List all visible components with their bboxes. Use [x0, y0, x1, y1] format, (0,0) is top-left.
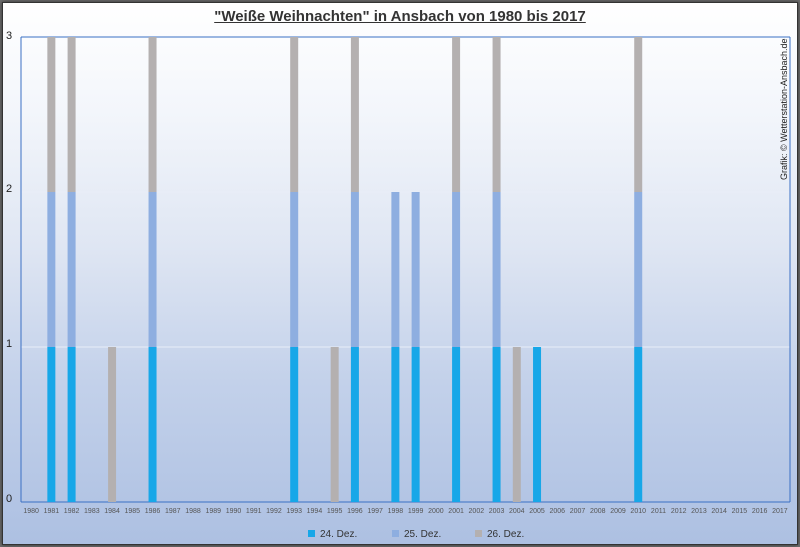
bar-1998-series-1 — [391, 347, 400, 502]
bar-2010-series-1 — [634, 347, 643, 502]
bar-2004-series-3 — [512, 347, 521, 502]
x-tick-label-2014: 2014 — [711, 508, 727, 515]
bar-2001-series-1 — [452, 347, 461, 502]
bar-1996-series-1 — [350, 347, 359, 502]
x-tick-label-1983: 1983 — [84, 508, 100, 515]
bar-1999-series-2 — [411, 192, 420, 347]
chart-title: "Weiße Weihnachten" in Ansbach von 1980 … — [0, 8, 800, 25]
bar-2003-series-3 — [492, 37, 501, 192]
bars — [47, 37, 643, 502]
bar-1996-series-3 — [350, 37, 359, 192]
x-tick-label-1982: 1982 — [64, 508, 80, 515]
bar-1982-series-3 — [67, 37, 76, 192]
x-tick-label-2006: 2006 — [549, 508, 565, 515]
x-tick-label-1989: 1989 — [205, 508, 221, 515]
x-tick-label-2015: 2015 — [732, 508, 748, 515]
bar-1986-series-1 — [148, 347, 157, 502]
legend-swatch-3 — [475, 530, 482, 537]
x-tick-label-1990: 1990 — [226, 508, 242, 515]
x-tick-label-2011: 2011 — [651, 508, 666, 515]
bar-1981-series-1 — [47, 347, 56, 502]
x-tick-label-1997: 1997 — [367, 508, 383, 515]
x-tick-label-2008: 2008 — [590, 508, 606, 515]
y-axis-ticks: 0 1 2 3 — [6, 30, 12, 505]
bar-1981-series-2 — [47, 192, 56, 347]
x-tick-label-2003: 2003 — [489, 508, 505, 515]
x-tick-label-2012: 2012 — [671, 508, 687, 515]
x-tick-label-2000: 2000 — [428, 508, 444, 515]
bar-1993-series-1 — [290, 347, 299, 502]
x-tick-label-2004: 2004 — [509, 508, 525, 515]
x-tick-label-1980: 1980 — [23, 508, 39, 515]
bar-1995-series-3 — [330, 347, 339, 502]
bar-1993-series-2 — [290, 192, 299, 347]
bar-1986-series-2 — [148, 192, 157, 347]
legend-label-2: 25. Dez. — [404, 529, 441, 540]
legend-swatch-2 — [392, 530, 399, 537]
x-tick-label-1998: 1998 — [388, 508, 404, 515]
bar-1996-series-2 — [350, 192, 359, 347]
y-tick-label-3: 3 — [6, 30, 12, 42]
bar-1984-series-3 — [108, 347, 117, 502]
bar-1981-series-3 — [47, 37, 56, 192]
gridlines — [20, 36, 791, 503]
bar-2001-series-3 — [452, 37, 461, 192]
bar-1999-series-1 — [411, 347, 420, 502]
x-tick-label-2017: 2017 — [772, 508, 788, 515]
x-tick-label-2002: 2002 — [469, 508, 485, 515]
bar-2001-series-2 — [452, 192, 461, 347]
x-tick-label-1994: 1994 — [307, 508, 323, 515]
bar-2003-series-1 — [492, 347, 501, 502]
x-tick-label-2013: 2013 — [691, 508, 707, 515]
bar-1993-series-3 — [290, 37, 299, 192]
x-tick-label-2009: 2009 — [610, 508, 626, 515]
x-tick-label-1986: 1986 — [145, 508, 161, 515]
bar-2010-series-3 — [634, 37, 643, 192]
x-tick-label-2016: 2016 — [752, 508, 768, 515]
x-tick-label-2007: 2007 — [570, 508, 586, 515]
bar-2003-series-2 — [492, 192, 501, 347]
chart-title-text: "Weiße Weihnachten" in Ansbach von 1980 … — [214, 8, 586, 25]
x-tick-label-1992: 1992 — [266, 508, 282, 515]
x-tick-label-1987: 1987 — [165, 508, 181, 515]
y-tick-label-2: 2 — [6, 183, 12, 195]
x-tick-label-2005: 2005 — [529, 508, 545, 515]
bar-1982-series-1 — [67, 347, 76, 502]
bar-1986-series-3 — [148, 37, 157, 192]
legend-swatch-1 — [308, 530, 315, 537]
x-tick-label-1981: 1981 — [44, 508, 60, 515]
x-tick-label-1995: 1995 — [327, 508, 343, 515]
bar-1998-series-2 — [391, 192, 400, 347]
y-tick-label-0: 0 — [6, 493, 12, 505]
x-tick-label-1993: 1993 — [286, 508, 302, 515]
y-tick-label-1: 1 — [6, 338, 12, 350]
x-tick-label-1985: 1985 — [125, 508, 141, 515]
bar-2010-series-2 — [634, 192, 643, 347]
x-tick-label-1999: 1999 — [408, 508, 424, 515]
x-tick-label-2010: 2010 — [630, 508, 646, 515]
bar-1982-series-2 — [67, 192, 76, 347]
x-tick-label-1988: 1988 — [185, 508, 201, 515]
x-axis-ticks: 1980 1981 1982 1983 1984 1985 1986 1987 1988 1989… — [23, 508, 787, 515]
legend: 24. Dez. 25. Dez. 26. Dez. — [308, 529, 524, 540]
bar-2005-series-1 — [533, 347, 542, 502]
legend-label-3: 26. Dez. — [487, 529, 524, 540]
x-tick-label-1984: 1984 — [104, 508, 120, 515]
legend-label-1: 24. Dez. — [320, 529, 357, 540]
x-tick-label-2001: 2001 — [448, 508, 464, 515]
x-tick-label-1996: 1996 — [347, 508, 363, 515]
x-tick-label-1991: 1991 — [246, 508, 262, 515]
